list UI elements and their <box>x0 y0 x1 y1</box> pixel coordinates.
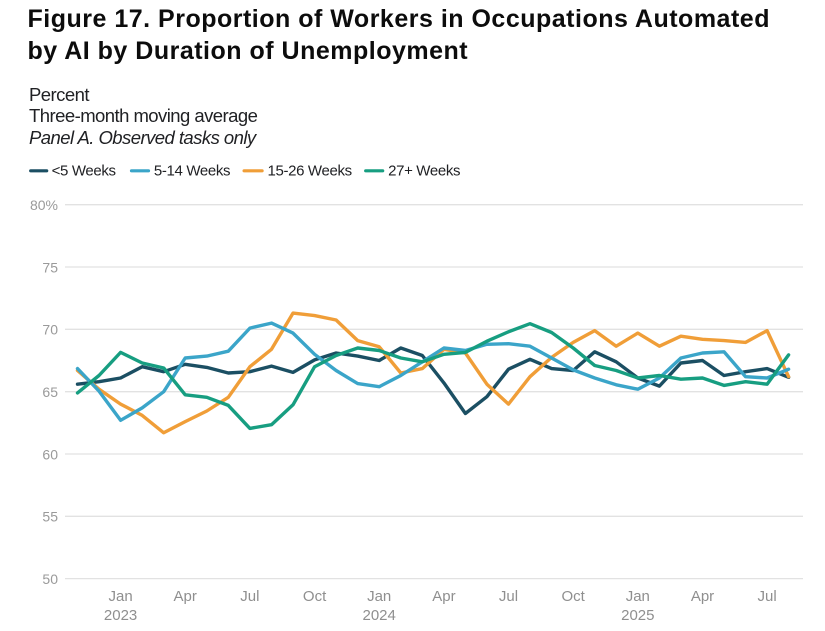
svg-text:Jan: Jan <box>109 588 133 605</box>
svg-text:Jul: Jul <box>758 588 777 605</box>
svg-text:55: 55 <box>42 509 58 525</box>
svg-text:Oct: Oct <box>562 588 586 605</box>
svg-text:50: 50 <box>42 571 58 587</box>
svg-text:5-14 Weeks: 5-14 Weeks <box>154 163 230 180</box>
svg-text:Jul: Jul <box>240 588 259 605</box>
svg-text:Apr: Apr <box>432 588 455 605</box>
svg-text:80%: 80% <box>30 197 58 213</box>
svg-text:65: 65 <box>42 384 58 400</box>
svg-text:Oct: Oct <box>303 588 327 605</box>
svg-text:2023: 2023 <box>104 607 137 624</box>
svg-text:75: 75 <box>42 259 58 275</box>
svg-text:70: 70 <box>42 322 58 338</box>
svg-text:60: 60 <box>42 446 58 462</box>
svg-text:<5 Weeks: <5 Weeks <box>52 163 116 180</box>
svg-text:2025: 2025 <box>621 607 654 624</box>
svg-text:15-26 Weeks: 15-26 Weeks <box>268 163 352 180</box>
svg-text:27+ Weeks: 27+ Weeks <box>388 163 460 180</box>
svg-text:Apr: Apr <box>691 588 714 605</box>
svg-text:2024: 2024 <box>363 607 396 624</box>
svg-text:Jul: Jul <box>499 588 518 605</box>
svg-text:Apr: Apr <box>174 588 197 605</box>
svg-text:Jan: Jan <box>367 588 391 605</box>
svg-text:Jan: Jan <box>626 588 650 605</box>
